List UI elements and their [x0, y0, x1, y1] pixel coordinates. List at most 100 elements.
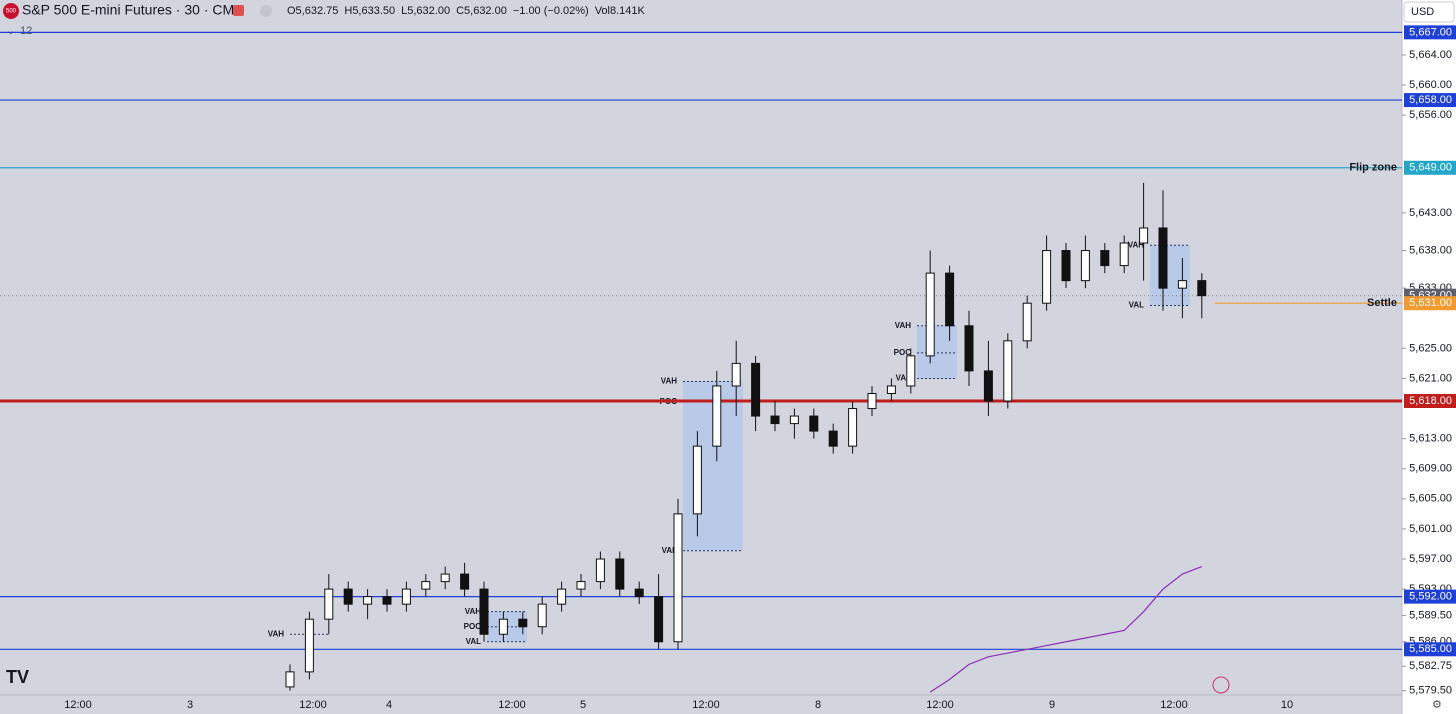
candle-body [906, 355, 916, 387]
candle-body [848, 408, 858, 447]
currency[interactable]: USD [1411, 6, 1434, 18]
candle-body [537, 603, 547, 628]
y-tick-label: 5,621.00 [1409, 372, 1452, 384]
candle-body [401, 588, 411, 605]
candle-body [363, 596, 373, 605]
logo[interactable]: TV [6, 667, 29, 687]
ohlc-value: C5,632.00 [456, 5, 507, 17]
candle-body [576, 581, 586, 590]
candle-body [440, 573, 450, 583]
candle-body [770, 415, 780, 425]
candle-body [712, 385, 722, 447]
y-tick-label: 5,613.00 [1409, 433, 1452, 445]
price-axis [1402, 0, 1456, 714]
y-tick-label: 5,609.00 [1409, 463, 1452, 475]
x-tick-label: 12:00 [926, 699, 954, 711]
candle-body [615, 558, 625, 590]
candle-body [983, 370, 993, 402]
candle-body [751, 362, 761, 417]
indicator-toggle[interactable]: ⌄ [6, 25, 15, 37]
candle-body [886, 385, 896, 394]
x-tick-label: 10 [1281, 699, 1293, 711]
x-tick-label: 12:00 [498, 699, 526, 711]
y-tick-label: 5,638.00 [1409, 244, 1452, 256]
candle-body [595, 558, 605, 583]
y-tick-label: 5,601.00 [1409, 523, 1452, 535]
ohlc-value: O5,632.75 [287, 5, 338, 17]
x-tick-label: 12:00 [299, 699, 327, 711]
ohlc-value: H5,633.50 [344, 5, 395, 17]
x-tick-label: 12:00 [1160, 699, 1188, 711]
candle-body [479, 588, 489, 635]
profile-label: VAL [662, 546, 678, 555]
event-icon[interactable] [1212, 676, 1230, 694]
level-text: Flip zone [1349, 162, 1397, 174]
flag[interactable] [233, 5, 244, 16]
candle-body [731, 362, 741, 387]
profile-label: POC [894, 348, 912, 357]
price-label: 5,658.00 [1409, 94, 1452, 106]
settings-icon[interactable]: ⚙ [1432, 699, 1442, 711]
x-tick-label: 8 [815, 699, 821, 711]
profile-label: VAH [661, 377, 678, 386]
ohlc-value: L5,632.00 [401, 5, 450, 17]
candle-body [1139, 227, 1149, 244]
candle-body [828, 430, 838, 447]
y-tick-label: 5,605.00 [1409, 493, 1452, 505]
price-label-box [1404, 296, 1456, 311]
price-label-box [1404, 589, 1456, 604]
candle-body [945, 272, 955, 327]
y-tick-label: 5,582.75 [1409, 660, 1452, 672]
indicator-count[interactable]: 12 [20, 25, 32, 37]
ohlc-value: −1.00 (−0.02%) [513, 5, 589, 17]
x-tick-label: 12:00 [692, 699, 720, 711]
candle-body [1100, 250, 1110, 267]
currency-button[interactable] [1403, 1, 1455, 23]
candle-body [692, 445, 702, 515]
y-tick-label: 5,589.50 [1409, 609, 1452, 621]
price-label: 5,667.00 [1409, 26, 1452, 38]
candle-body [925, 272, 935, 357]
candle-body [304, 618, 314, 673]
candle-body [789, 415, 799, 425]
candle-body [1061, 250, 1071, 282]
candle-body [634, 588, 644, 598]
x-tick-label: 4 [386, 699, 392, 711]
collapse[interactable] [260, 5, 272, 17]
price-label-box [1404, 642, 1456, 657]
price-label: 5,592.00 [1409, 591, 1452, 603]
profile-label: VAL [466, 637, 482, 646]
x-tick-label: 3 [187, 699, 193, 711]
candle-body [421, 581, 431, 590]
candle-body [964, 325, 974, 372]
price-label-box [1404, 93, 1456, 108]
y-tick-label: 5,625.00 [1409, 342, 1452, 354]
symbol[interactable]: S&P 500 E-mini Futures · 30 · CME [22, 2, 243, 18]
price-label: 5,618.00 [1409, 395, 1452, 407]
candle-body [1080, 250, 1090, 282]
candle-body [1177, 280, 1187, 289]
candle-body [518, 618, 528, 628]
y-tick-label: 5,656.00 [1409, 109, 1452, 121]
candle-body [382, 596, 392, 605]
price-label-box [1404, 25, 1456, 40]
value-area [917, 325, 957, 379]
profile-label: VAH [895, 321, 912, 330]
indicator-line [929, 565, 1203, 693]
candle-body [557, 588, 567, 605]
y-tick-label: 5,579.50 [1409, 685, 1452, 697]
candle-body [1119, 242, 1129, 267]
candle-body [809, 415, 819, 432]
profile-label: VAL [896, 374, 912, 383]
ohlc-value: Vol8.141K [595, 5, 646, 17]
y-tick-label: 5,664.00 [1409, 49, 1452, 61]
candle-body [460, 573, 470, 590]
price-label-box [1404, 160, 1456, 175]
profile-label: VAL [1129, 301, 1145, 310]
profile-label: POC [464, 622, 482, 631]
price-label: 5,631.00 [1409, 297, 1452, 309]
price-label: 5,585.00 [1409, 643, 1452, 655]
x-tick-label: 9 [1049, 699, 1055, 711]
candle-body [1197, 280, 1207, 297]
